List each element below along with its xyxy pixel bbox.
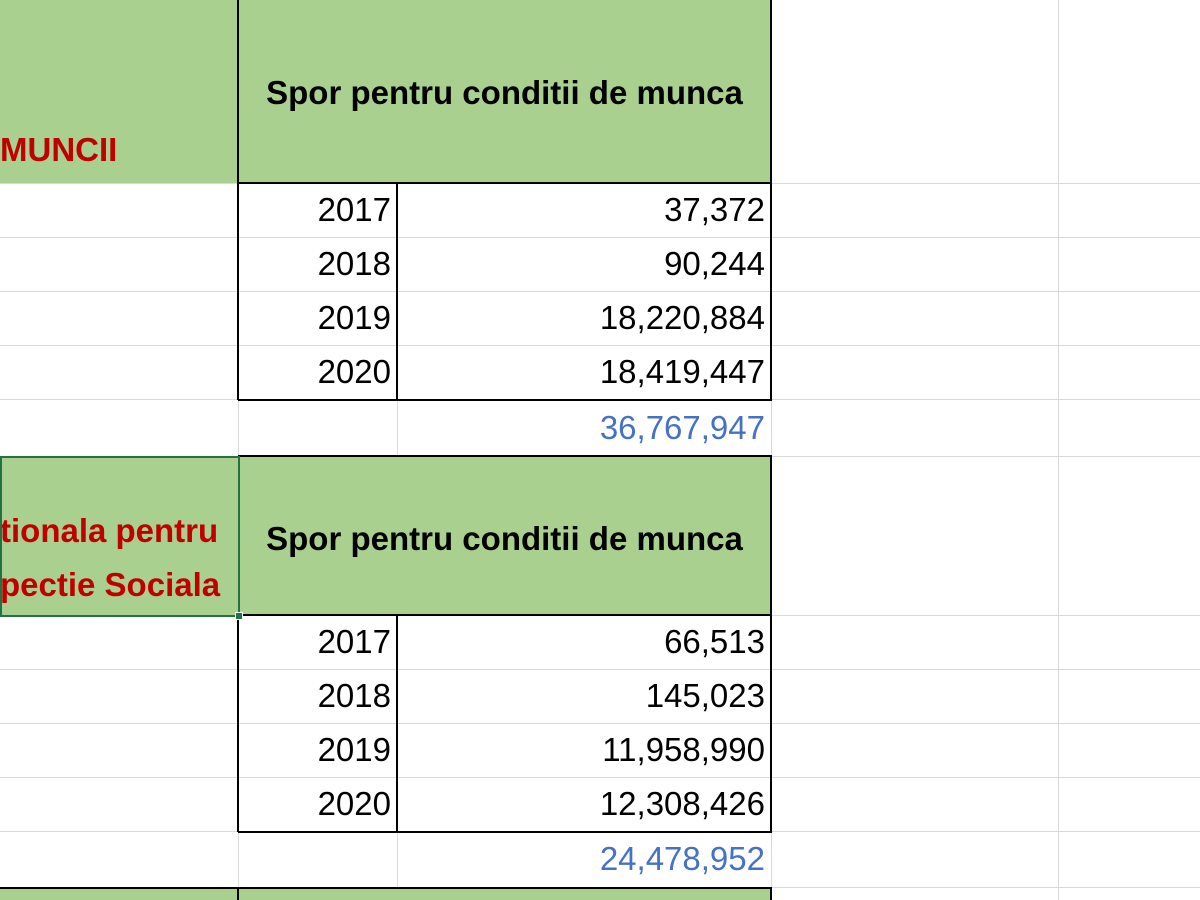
org-name-label: tionala pentru (0, 512, 219, 549)
total-cell[interactable]: 36,767,947 (599, 408, 765, 446)
gridline (0, 723, 1200, 724)
gridline (397, 0, 398, 900)
value-cell[interactable]: 12,308,426 (599, 785, 765, 822)
column-header-cell[interactable] (238, 0, 771, 183)
fill-handle[interactable] (235, 612, 243, 620)
year-cell[interactable]: 2020 (317, 785, 391, 822)
table-border (770, 887, 772, 900)
value-cell[interactable]: 18,220,884 (599, 299, 765, 336)
table-border (237, 887, 239, 900)
year-cell[interactable]: 2017 (317, 191, 391, 228)
next-header-row[interactable] (0, 889, 771, 900)
org-name-label: MUNCII (0, 131, 118, 168)
table-border (238, 831, 772, 833)
value-cell[interactable]: 66,513 (664, 623, 765, 660)
table-border (237, 614, 239, 832)
column-header-label: Spor pentru conditii de munca (266, 520, 743, 557)
value-cell[interactable]: 90,244 (664, 245, 765, 282)
table-border (770, 0, 772, 400)
value-cell[interactable]: 145,023 (645, 677, 765, 714)
table-border (238, 182, 772, 184)
year-cell[interactable]: 2018 (317, 677, 391, 714)
table-border (238, 455, 772, 457)
gridline (771, 0, 772, 900)
org-header-cell[interactable] (0, 456, 238, 615)
table-border (396, 183, 398, 400)
value-cell[interactable]: 37,372 (664, 191, 765, 228)
column-header-label: Spor pentru conditii de munca (266, 74, 743, 111)
year-cell[interactable]: 2019 (317, 299, 391, 336)
table-border (0, 887, 772, 889)
table-border (238, 399, 772, 401)
year-cell[interactable]: 2019 (317, 731, 391, 768)
gridline (0, 291, 1200, 292)
year-cell[interactable]: 2018 (317, 245, 391, 282)
active-cell-selection[interactable] (0, 456, 240, 617)
table-border (238, 614, 772, 616)
org-header-cell[interactable] (0, 0, 238, 183)
table-border (770, 456, 772, 832)
gridline (1058, 0, 1059, 900)
gridline (0, 237, 1200, 238)
year-cell[interactable]: 2017 (317, 623, 391, 660)
gridline (238, 0, 239, 900)
table-border (396, 615, 398, 832)
gridline (0, 777, 1200, 778)
total-cell[interactable]: 24,478,952 (599, 840, 765, 877)
year-cell[interactable]: 2020 (317, 353, 391, 390)
gridline (0, 345, 1200, 346)
org-name-label: pectie Sociala (0, 566, 221, 603)
gridline (0, 669, 1200, 670)
column-header-cell[interactable] (238, 456, 771, 615)
table-border (237, 0, 239, 400)
value-cell[interactable]: 11,958,990 (602, 731, 765, 768)
value-cell[interactable]: 18,419,447 (599, 353, 765, 390)
